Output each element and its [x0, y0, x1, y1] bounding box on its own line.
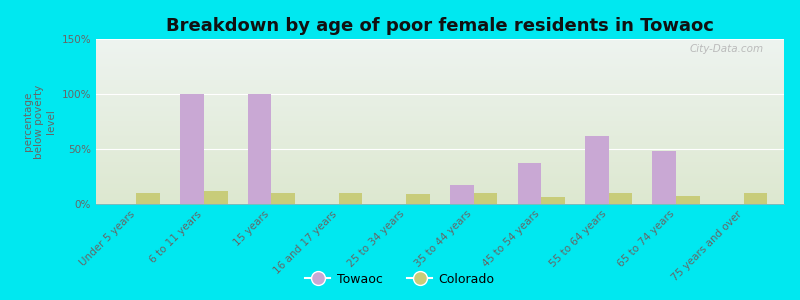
- Bar: [653, 151, 676, 204]
- Bar: [180, 94, 204, 204]
- Bar: [743, 193, 767, 204]
- Bar: [474, 193, 498, 204]
- Title: Breakdown by age of poor female residents in Towaoc: Breakdown by age of poor female resident…: [166, 17, 714, 35]
- Bar: [676, 196, 700, 204]
- Legend: Towaoc, Colorado: Towaoc, Colorado: [300, 268, 500, 291]
- Bar: [450, 185, 474, 204]
- Text: City-Data.com: City-Data.com: [690, 44, 763, 54]
- Bar: [271, 193, 295, 204]
- Bar: [339, 193, 362, 204]
- Bar: [518, 163, 541, 204]
- Bar: [137, 193, 160, 204]
- Bar: [541, 197, 565, 204]
- Y-axis label: percentage
below poverty
level: percentage below poverty level: [22, 84, 56, 159]
- Bar: [204, 191, 227, 204]
- Bar: [609, 193, 632, 204]
- Bar: [585, 136, 609, 204]
- Bar: [248, 94, 271, 204]
- Bar: [406, 194, 430, 204]
